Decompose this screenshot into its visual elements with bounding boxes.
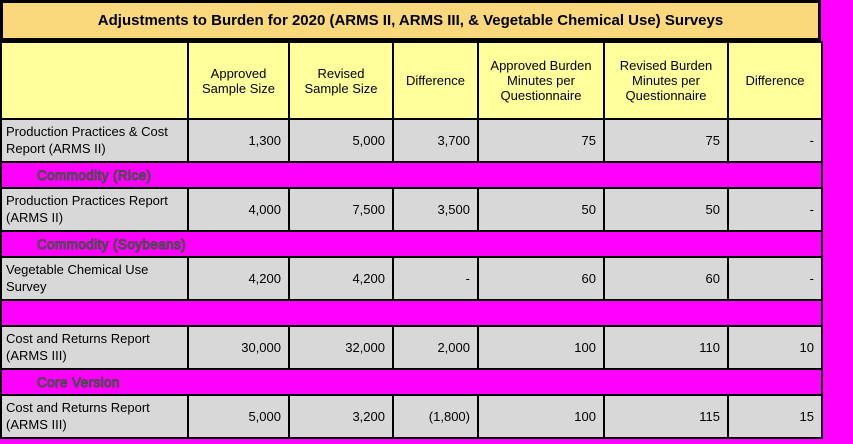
approved-sample-cell[interactable]: 5,000 xyxy=(187,394,290,439)
section-row-commodity-rice: Commodity (Rice) xyxy=(0,161,823,189)
revised-sample-cell[interactable]: 5,000 xyxy=(288,118,394,163)
revised-burden-cell[interactable]: 50 xyxy=(603,187,729,232)
revised-burden-cell[interactable]: 75 xyxy=(603,118,729,163)
revised-sample-cell[interactable]: 32,000 xyxy=(288,325,394,370)
approved-burden-cell[interactable]: 100 xyxy=(477,325,605,370)
sample-difference-cell[interactable]: - xyxy=(392,256,479,301)
header-row: Approved Sample Size Revised Sample Size… xyxy=(0,41,823,120)
sample-difference-cell[interactable]: 2,000 xyxy=(392,325,479,370)
section-label-cell[interactable] xyxy=(0,299,823,327)
header-cell-revised-burden-minutes[interactable]: Revised Burden Minutes per Questionnaire xyxy=(603,41,729,120)
burden-difference-cell[interactable]: - xyxy=(727,118,823,163)
row-label-cell[interactable]: Vegetable Chemical Use Survey xyxy=(0,256,189,301)
approved-sample-cell[interactable]: 4,200 xyxy=(187,256,290,301)
burden-adjustments-table: Approved Sample Size Revised Sample Size… xyxy=(0,41,823,439)
header-cell-revised-sample-size[interactable]: Revised Sample Size xyxy=(288,41,394,120)
sample-difference-cell[interactable]: 3,700 xyxy=(392,118,479,163)
row-label-cell[interactable]: Production Practices Report (ARMS II) xyxy=(0,187,189,232)
header-cell-approved-burden-minutes[interactable]: Approved Burden Minutes per Questionnair… xyxy=(477,41,605,120)
table-title: Adjustments to Burden for 2020 (ARMS II,… xyxy=(97,12,724,29)
burden-difference-cell[interactable]: 15 xyxy=(727,394,823,439)
section-row-core-version: Core Version xyxy=(0,368,823,396)
burden-difference-cell[interactable]: 10 xyxy=(727,325,823,370)
sample-difference-cell[interactable]: (1,800) xyxy=(392,394,479,439)
revised-sample-cell[interactable]: 3,200 xyxy=(288,394,394,439)
header-cell-difference-burden[interactable]: Difference xyxy=(727,41,823,120)
approved-burden-cell[interactable]: 100 xyxy=(477,394,605,439)
approved-sample-cell[interactable]: 30,000 xyxy=(187,325,290,370)
header-cell-approved-sample-size[interactable]: Approved Sample Size xyxy=(187,41,290,120)
approved-sample-cell[interactable]: 4,000 xyxy=(187,187,290,232)
table-row: Cost and Returns Report (ARMS III) 5,000… xyxy=(0,394,823,439)
row-label-cell[interactable]: Cost and Returns Report (ARMS III) xyxy=(0,325,189,370)
approved-burden-cell[interactable]: 50 xyxy=(477,187,605,232)
sample-difference-cell[interactable]: 3,500 xyxy=(392,187,479,232)
burden-difference-cell[interactable]: - xyxy=(727,187,823,232)
section-label-cell[interactable]: Commodity (Soybeans) xyxy=(0,230,823,258)
approved-burden-cell[interactable]: 75 xyxy=(477,118,605,163)
row-label-cell[interactable]: Production Practices & Cost Report (ARMS… xyxy=(0,118,189,163)
section-row-commodity-soybeans: Commodity (Soybeans) xyxy=(0,230,823,258)
table-row: Vegetable Chemical Use Survey 4,200 4,20… xyxy=(0,256,823,301)
revised-sample-cell[interactable]: 4,200 xyxy=(288,256,394,301)
table-row: Production Practices Report (ARMS II) 4,… xyxy=(0,187,823,232)
section-label-cell[interactable]: Core Version xyxy=(0,368,823,396)
table-row: Cost and Returns Report (ARMS III) 30,00… xyxy=(0,325,823,370)
section-row-blank xyxy=(0,299,823,327)
table-title-bar[interactable]: Adjustments to Burden for 2020 (ARMS II,… xyxy=(0,0,821,41)
burden-difference-cell[interactable]: - xyxy=(727,256,823,301)
spreadsheet-region: Adjustments to Burden for 2020 (ARMS II,… xyxy=(0,0,823,439)
revised-burden-cell[interactable]: 110 xyxy=(603,325,729,370)
approved-burden-cell[interactable]: 60 xyxy=(477,256,605,301)
revised-sample-cell[interactable]: 7,500 xyxy=(288,187,394,232)
revised-burden-cell[interactable]: 60 xyxy=(603,256,729,301)
header-cell-blank[interactable] xyxy=(0,41,189,120)
section-label-cell[interactable]: Commodity (Rice) xyxy=(0,161,823,189)
revised-burden-cell[interactable]: 115 xyxy=(603,394,729,439)
header-cell-difference-sample[interactable]: Difference xyxy=(392,41,479,120)
row-label-cell[interactable]: Cost and Returns Report (ARMS III) xyxy=(0,394,189,439)
table-row: Production Practices & Cost Report (ARMS… xyxy=(0,118,823,163)
approved-sample-cell[interactable]: 1,300 xyxy=(187,118,290,163)
